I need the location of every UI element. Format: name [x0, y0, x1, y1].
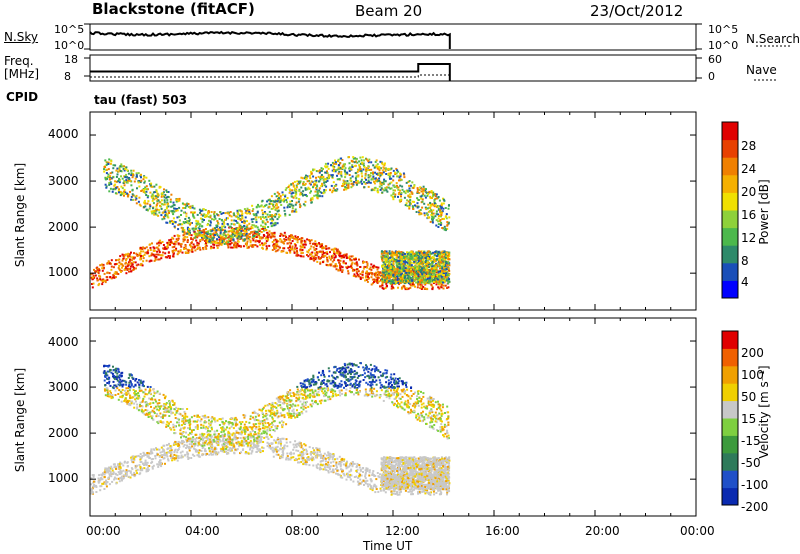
nsky-trace [89, 30, 451, 49]
freq-panel-frame [89, 54, 697, 82]
nsky-label: N.Sky [4, 30, 39, 44]
colorbar-swatch [722, 280, 738, 299]
axis-ticks [89, 112, 697, 516]
power-cb-tick-16: 16 [741, 208, 757, 222]
power-echoes [90, 156, 451, 291]
vel-cb-tick-neg50: -50 [741, 456, 761, 470]
colorbar-swatch [722, 245, 738, 264]
colorbar-swatch [722, 452, 738, 471]
nave-trace [90, 74, 450, 78]
vel-cb-tick-15: 15 [741, 412, 757, 426]
xtick-0000: 00:00 [86, 524, 121, 538]
freq-trace [90, 63, 451, 81]
power-ytick-3000: 3000 [48, 174, 79, 188]
nsky-panel-frame [89, 23, 697, 51]
power-cb-tick-12: 12 [741, 231, 757, 245]
freq-bottom-tick: 8 [64, 70, 71, 83]
xtick-2000: 20:00 [585, 524, 620, 538]
nsearch-bottom-tick: 10^0 [708, 39, 739, 52]
colorbar-swatch [722, 331, 738, 349]
colorbar-swatch [722, 122, 738, 141]
colorbar-swatch [722, 192, 738, 211]
colorbar-swatch [722, 365, 738, 384]
vel-cb-tick-neg200: -200 [741, 500, 769, 514]
colorbar-swatch [722, 227, 738, 246]
cpid-value: tau (fast) 503 [94, 93, 187, 107]
velocity-ytick-2000: 2000 [48, 426, 79, 440]
nsearch-top-tick: 10^5 [708, 23, 739, 36]
colorbar-swatch [722, 418, 738, 436]
vel-cb-tick-100: 100 [741, 368, 764, 382]
power-cb-tick-28: 28 [741, 139, 757, 153]
colorbar-swatch [722, 348, 738, 367]
freq-label-line1: Freq. [4, 54, 34, 68]
velocity-ytick-3000: 3000 [48, 380, 79, 394]
nsky-bottom-tick: 10^0 [54, 39, 85, 52]
vel-cb-tick-neg15: -15 [741, 434, 761, 448]
power-ytick-4000: 4000 [48, 127, 79, 141]
velocity-ytick-1000: 1000 [48, 471, 79, 485]
colorbar-swatch [722, 210, 738, 229]
power-cb-tick-24: 24 [741, 162, 757, 176]
power-cb-tick-20: 20 [741, 185, 757, 199]
xtick-1200: 12:00 [385, 524, 420, 538]
velocity-colorbar [721, 330, 739, 506]
xaxis-label: Time UT [363, 539, 413, 553]
colorbar-swatch [722, 262, 738, 281]
power-cb-tick-8: 8 [741, 254, 749, 268]
xtick-0400: 04:00 [185, 524, 220, 538]
colorbar-swatch [722, 487, 738, 506]
colorbar-swatch [722, 383, 738, 402]
xtick-0800: 08:00 [285, 524, 320, 538]
nave-bottom-tick: 0 [708, 70, 715, 83]
cpid-label: CPID [6, 90, 39, 104]
freq-label-line2: [MHz] [4, 67, 40, 81]
vel-cb-tick-neg100: -100 [741, 478, 769, 492]
power-ytick-2000: 2000 [48, 220, 79, 234]
station-title: Blackstone (fitACF) [92, 0, 255, 18]
colorbar-swatch [722, 470, 738, 489]
xtick-1600: 16:00 [485, 524, 520, 538]
nave-top-tick: 60 [708, 53, 722, 66]
colorbar-swatch [722, 157, 738, 176]
vel-cb-tick-200: 200 [741, 346, 764, 360]
velocity-echoes [90, 362, 451, 496]
date-label: 23/Oct/2012 [590, 2, 684, 20]
beam-label: Beam 20 [355, 2, 423, 20]
colorbar-swatch [722, 400, 738, 419]
power-cb-tick-4: 4 [741, 275, 749, 289]
freq-top-tick: 18 [64, 53, 78, 66]
colorbar-swatch [722, 139, 738, 158]
colorbar-swatch [722, 435, 738, 454]
xtick-2400: 00:00 [680, 524, 715, 538]
nave-label: Nave [746, 63, 777, 77]
nsearch-label: N.Search [746, 32, 800, 46]
velocity-ytick-4000: 4000 [48, 335, 79, 349]
colorbar-swatch [722, 174, 738, 193]
power-colorbar [721, 121, 739, 299]
vel-cb-tick-50: 50 [741, 390, 757, 404]
power-ytick-1000: 1000 [48, 265, 79, 279]
nsky-top-tick: 10^5 [54, 23, 85, 36]
